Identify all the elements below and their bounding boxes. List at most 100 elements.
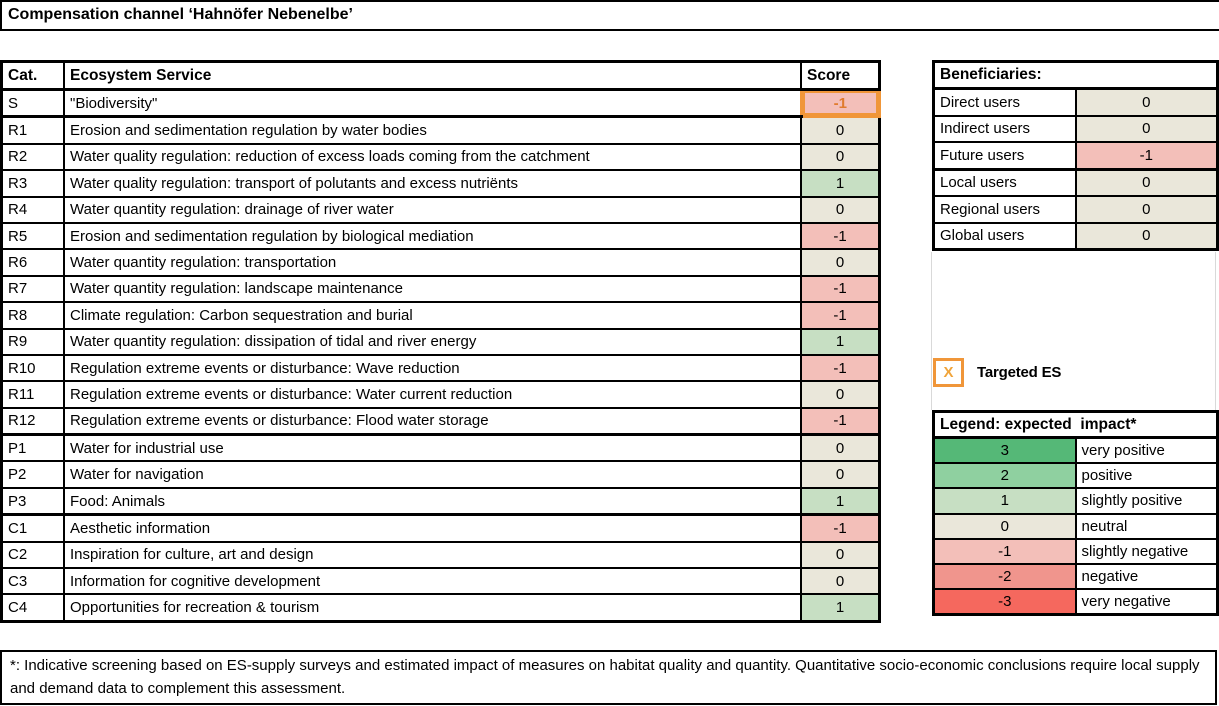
legend-row: -1 slightly negative	[932, 537, 1219, 565]
service-cell: Food: Animals	[63, 486, 802, 517]
legend-description-cell: positive	[1074, 462, 1219, 490]
table-row: R3 Water quality regulation: transport of…	[0, 169, 881, 198]
score-cell[interactable]: 0	[800, 567, 881, 596]
cat-cell: R11	[0, 380, 65, 409]
cat-cell: R2	[0, 142, 65, 172]
service-cell: Climate regulation: Carbon sequestration…	[63, 301, 802, 330]
legend-header: Legend: expected impact*	[932, 410, 1219, 439]
table-row: R1 Erosion and sedimentation regulation b…	[0, 115, 881, 145]
gridline-right	[1215, 252, 1216, 410]
service-cell: Water quality regulation: transport of p…	[63, 169, 802, 198]
score-cell[interactable]: 1	[800, 486, 881, 517]
score-cell[interactable]: -1	[800, 221, 881, 251]
beneficiary-label-cell: Direct users	[932, 87, 1077, 117]
table-row: Regional users 0	[932, 195, 1219, 224]
score-cell[interactable]: 1	[800, 169, 881, 198]
service-cell: Water quality regulation: reduction of e…	[63, 142, 802, 172]
service-cell: Information for cognitive development	[63, 567, 802, 596]
beneficiaries-header: Beneficiaries:	[932, 60, 1219, 90]
score-cell[interactable]: 0	[800, 380, 881, 409]
service-cell: Water quantity regulation: drainage of r…	[63, 195, 802, 224]
table-row: R5 Erosion and sedimentation regulation b…	[0, 221, 881, 251]
score-cell[interactable]: 0	[800, 433, 881, 463]
beneficiary-score-cell[interactable]: -1	[1074, 141, 1219, 171]
service-cell: Regulation extreme events or disturbance…	[63, 353, 802, 383]
service-cell: Erosion and sedimentation regulation by …	[63, 115, 802, 145]
column-header-score: Score	[800, 60, 881, 91]
table-row: R7 Water quantity regulation: landscape m…	[0, 274, 881, 304]
score-cell[interactable]: 0	[800, 248, 881, 277]
score-cell[interactable]: -1	[800, 406, 881, 437]
legend-row: 2 positive	[932, 462, 1219, 490]
legend-description-cell: negative	[1074, 562, 1219, 591]
table-row: R10 Regulation extreme events or disturba…	[0, 353, 881, 383]
score-cell[interactable]: 0	[800, 460, 881, 489]
score-cell[interactable]: 0	[800, 115, 881, 145]
legend-row: 3 very positive	[932, 436, 1219, 465]
score-cell[interactable]: -1	[800, 274, 881, 304]
table-row: R4 Water quantity regulation: drainage of…	[0, 195, 881, 224]
legend-body: 3 very positive 2 positive 1 slightly positiv…	[932, 436, 1219, 616]
cat-cell: C4	[0, 593, 65, 623]
cat-cell: S	[0, 88, 65, 119]
ecosystem-service-table: Cat. Ecosystem Service Score S "Biodivers…	[0, 60, 881, 623]
cat-cell: R9	[0, 327, 65, 356]
legend-header-row: Legend: expected impact*	[932, 410, 1219, 439]
service-cell: Erosion and sedimentation regulation by …	[63, 221, 802, 251]
table-row: Global users 0	[932, 221, 1219, 251]
score-cell[interactable]: 1	[800, 593, 881, 623]
page-title: Compensation channel ‘Hahnöfer Nebenelbe…	[8, 6, 353, 23]
cat-cell: R8	[0, 301, 65, 330]
legend-value-cell: -1	[932, 537, 1077, 565]
legend-description-cell: slightly negative	[1074, 537, 1219, 565]
table-row: S "Biodiversity" -1	[0, 87, 881, 119]
legend-description-cell: very negative	[1074, 588, 1219, 616]
score-cell[interactable]: -1	[799, 87, 881, 119]
beneficiary-score-cell[interactable]: 0	[1074, 221, 1219, 251]
cat-cell: R1	[0, 115, 65, 145]
table-row: Indirect users 0	[932, 114, 1219, 143]
table-row: R12 Regulation extreme events or disturba…	[0, 406, 881, 437]
score-cell[interactable]: 0	[800, 195, 881, 224]
score-cell[interactable]: -1	[800, 301, 881, 330]
score-cell[interactable]: 0	[800, 142, 881, 172]
table-row: Local users 0	[932, 168, 1219, 197]
service-cell: Aesthetic information	[63, 513, 802, 543]
table-row: Future users -1	[932, 141, 1219, 171]
footnote: *: Indicative screening based on ES-supp…	[0, 650, 1217, 705]
beneficiary-label-cell: Regional users	[932, 195, 1077, 224]
targeted-es-legend: X Targeted ES	[933, 358, 1061, 387]
beneficiary-label-cell: Indirect users	[932, 114, 1077, 143]
beneficiary-score-cell[interactable]: 0	[1074, 114, 1219, 143]
service-cell: Water quantity regulation: dissipation o…	[63, 327, 802, 356]
cat-cell: R12	[0, 406, 65, 437]
beneficiary-label-cell: Local users	[932, 168, 1077, 197]
cat-cell: C3	[0, 567, 65, 596]
beneficiary-score-cell[interactable]: 0	[1074, 87, 1219, 117]
cat-cell: R4	[0, 195, 65, 224]
table-row: R6 Water quantity regulation: transportat…	[0, 248, 881, 277]
legend-row: -2 negative	[932, 562, 1219, 591]
service-cell: Regulation extreme events or disturbance…	[63, 406, 802, 437]
column-header-cat: Cat.	[0, 60, 65, 91]
service-cell: Opportunities for recreation & tourism	[63, 593, 802, 623]
es-table-header-row: Cat. Ecosystem Service Score	[0, 60, 881, 91]
legend-description-cell: neutral	[1074, 512, 1219, 540]
score-cell[interactable]: 0	[800, 540, 881, 570]
beneficiary-label-cell: Future users	[932, 141, 1077, 171]
score-cell[interactable]: -1	[800, 513, 881, 543]
es-table-body: S "Biodiversity" -1 R1 Erosion and sedimenta…	[0, 87, 881, 623]
impact-legend-table: Legend: expected impact* 3 very positive 2…	[932, 410, 1219, 617]
table-row: P2 Water for navigation 0	[0, 460, 881, 489]
beneficiary-score-cell[interactable]: 0	[1074, 195, 1219, 224]
table-row: P1 Water for industrial use 0	[0, 433, 881, 463]
x-marker-icon: X	[943, 364, 954, 381]
targeted-es-label: Targeted ES	[977, 364, 1062, 381]
column-header-service: Ecosystem Service	[63, 60, 802, 91]
beneficiary-score-cell[interactable]: 0	[1074, 168, 1219, 197]
legend-value-cell: -2	[932, 562, 1077, 591]
score-cell[interactable]: -1	[800, 353, 881, 383]
legend-value-cell: -3	[932, 588, 1077, 616]
score-cell[interactable]: 1	[800, 327, 881, 356]
